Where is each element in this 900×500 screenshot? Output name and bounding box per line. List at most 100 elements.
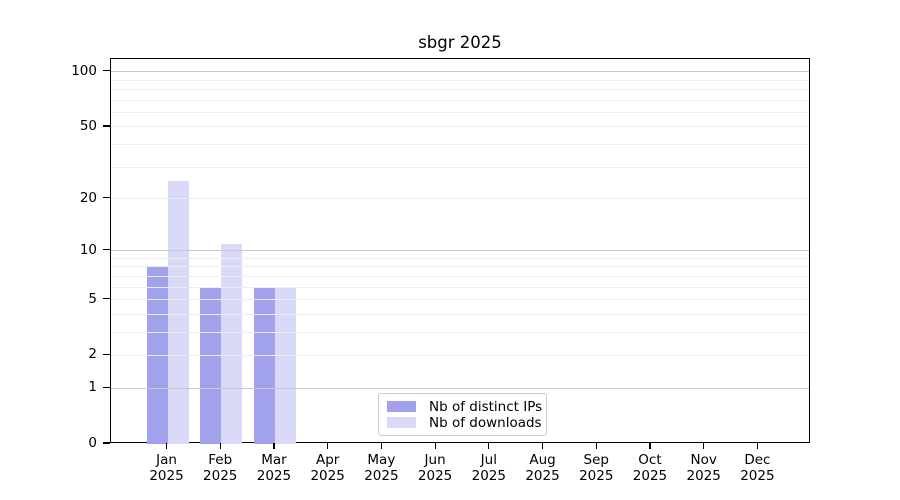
x-tick-mark	[434, 443, 436, 449]
bar-jan-downloads	[167, 181, 189, 444]
chart-title: sbgr 2025	[418, 33, 502, 52]
x-tick-label-jun: Jun 2025	[407, 452, 463, 484]
y-tick-label: 10	[79, 241, 97, 258]
x-tick-label-mar: Mar 2025	[246, 452, 302, 484]
legend-label: Nb of distinct IPs	[429, 398, 543, 415]
x-tick-mark	[488, 443, 490, 449]
x-tick-mark	[703, 443, 705, 449]
y-tick-mark	[103, 386, 110, 388]
minor-gridline	[111, 112, 809, 114]
legend-entry: Nb of distinct IPs	[387, 399, 542, 415]
year-label: 2025	[417, 468, 453, 484]
minor-gridline	[111, 166, 809, 168]
major-gridline	[111, 387, 809, 389]
month-label: Sep	[583, 452, 609, 468]
bars-layer	[111, 59, 809, 444]
year-label: 2025	[686, 468, 721, 484]
bar-feb-downloads	[221, 243, 243, 444]
year-label: 2025	[740, 468, 775, 484]
y-tick-label: 100	[71, 62, 97, 79]
x-tick-mark	[541, 443, 544, 449]
grid-layer	[111, 59, 809, 442]
legend-label: Nb of downloads	[429, 414, 542, 431]
bar-mar-downloads	[274, 287, 296, 444]
minor-gridline	[111, 266, 809, 268]
x-tick-label-apr: Apr 2025	[300, 452, 356, 484]
x-tick-label-nov: Nov 2025	[676, 452, 732, 484]
minor-gridline	[111, 275, 809, 277]
month-label: Feb	[208, 452, 233, 468]
major-gridline	[111, 250, 809, 252]
minor-gridline	[111, 198, 809, 200]
legend-swatch-icon	[387, 417, 416, 428]
month-label: Jul	[480, 452, 497, 468]
year-label: 2025	[364, 468, 399, 484]
x-tick-mark	[595, 443, 597, 449]
minor-gridline	[111, 313, 809, 315]
plot-area	[110, 58, 810, 444]
minor-gridline	[111, 257, 809, 259]
year-label: 2025	[579, 468, 614, 484]
bar-feb-ips	[200, 287, 222, 444]
year-label: 2025	[256, 468, 292, 484]
y-tick-mark	[103, 196, 110, 199]
minor-gridline	[111, 99, 809, 101]
minor-gridline	[111, 286, 809, 288]
x-tick-label-may: May 2025	[353, 452, 409, 484]
legend-entry: Nb of downloads	[387, 415, 542, 431]
minor-gridline	[111, 299, 809, 301]
x-tick-mark	[380, 443, 382, 449]
minor-gridline	[111, 331, 809, 333]
x-tick-mark	[327, 443, 329, 449]
y-tick-label: 2	[88, 346, 97, 363]
x-tick-mark	[649, 443, 651, 449]
year-label: 2025	[525, 468, 560, 484]
month-label: Apr	[315, 452, 340, 468]
y-tick-mark	[103, 297, 110, 300]
y-tick-mark	[103, 249, 110, 251]
x-tick-label-aug: Aug 2025	[515, 452, 571, 484]
legend: Nb of distinct IPs Nb of downloads	[378, 393, 547, 436]
x-tick-mark	[219, 443, 221, 449]
year-label: 2025	[203, 468, 238, 484]
x-tick-label-jan: Jan 2025	[139, 452, 195, 484]
legend-swatch-icon	[387, 401, 416, 412]
month-label: Mar	[261, 452, 287, 468]
y-tick-label: 5	[88, 290, 97, 307]
bar-mar-ips	[253, 287, 275, 444]
y-tick-label: 1	[88, 379, 97, 396]
x-tick-label-jul: Jul 2025	[461, 452, 517, 484]
month-label: Dec	[744, 452, 771, 468]
minor-gridline	[111, 79, 809, 81]
y-tick-mark	[103, 70, 110, 72]
y-tick-mark	[103, 125, 110, 127]
month-label: May	[367, 452, 396, 468]
minor-gridline	[111, 354, 809, 356]
month-label: Jan	[156, 452, 177, 468]
x-tick-mark	[273, 443, 275, 449]
year-label: 2025	[471, 468, 506, 484]
month-label: Aug	[529, 452, 556, 468]
month-label: Oct	[638, 452, 662, 468]
y-tick-mark	[103, 353, 110, 355]
year-label: 2025	[310, 468, 345, 484]
y-tick-label: 0	[88, 435, 97, 451]
x-tick-mark	[165, 443, 168, 449]
major-gridline	[111, 71, 809, 73]
x-tick-label-feb: Feb 2025	[192, 452, 248, 484]
y-tick-mark	[103, 442, 110, 444]
y-tick-label: 20	[79, 189, 97, 206]
minor-gridline	[111, 89, 809, 91]
minor-gridline	[111, 126, 809, 128]
month-label: Jun	[424, 452, 446, 468]
y-tick-label: 50	[79, 117, 97, 134]
x-tick-mark	[756, 443, 758, 449]
x-tick-label-oct: Oct 2025	[622, 452, 678, 484]
x-tick-label-sep: Sep 2025	[568, 452, 624, 484]
year-label: 2025	[149, 468, 184, 484]
year-label: 2025	[632, 468, 668, 484]
month-label: Nov	[690, 452, 717, 468]
x-tick-label-dec: Dec 2025	[729, 452, 785, 484]
minor-gridline	[111, 144, 809, 146]
